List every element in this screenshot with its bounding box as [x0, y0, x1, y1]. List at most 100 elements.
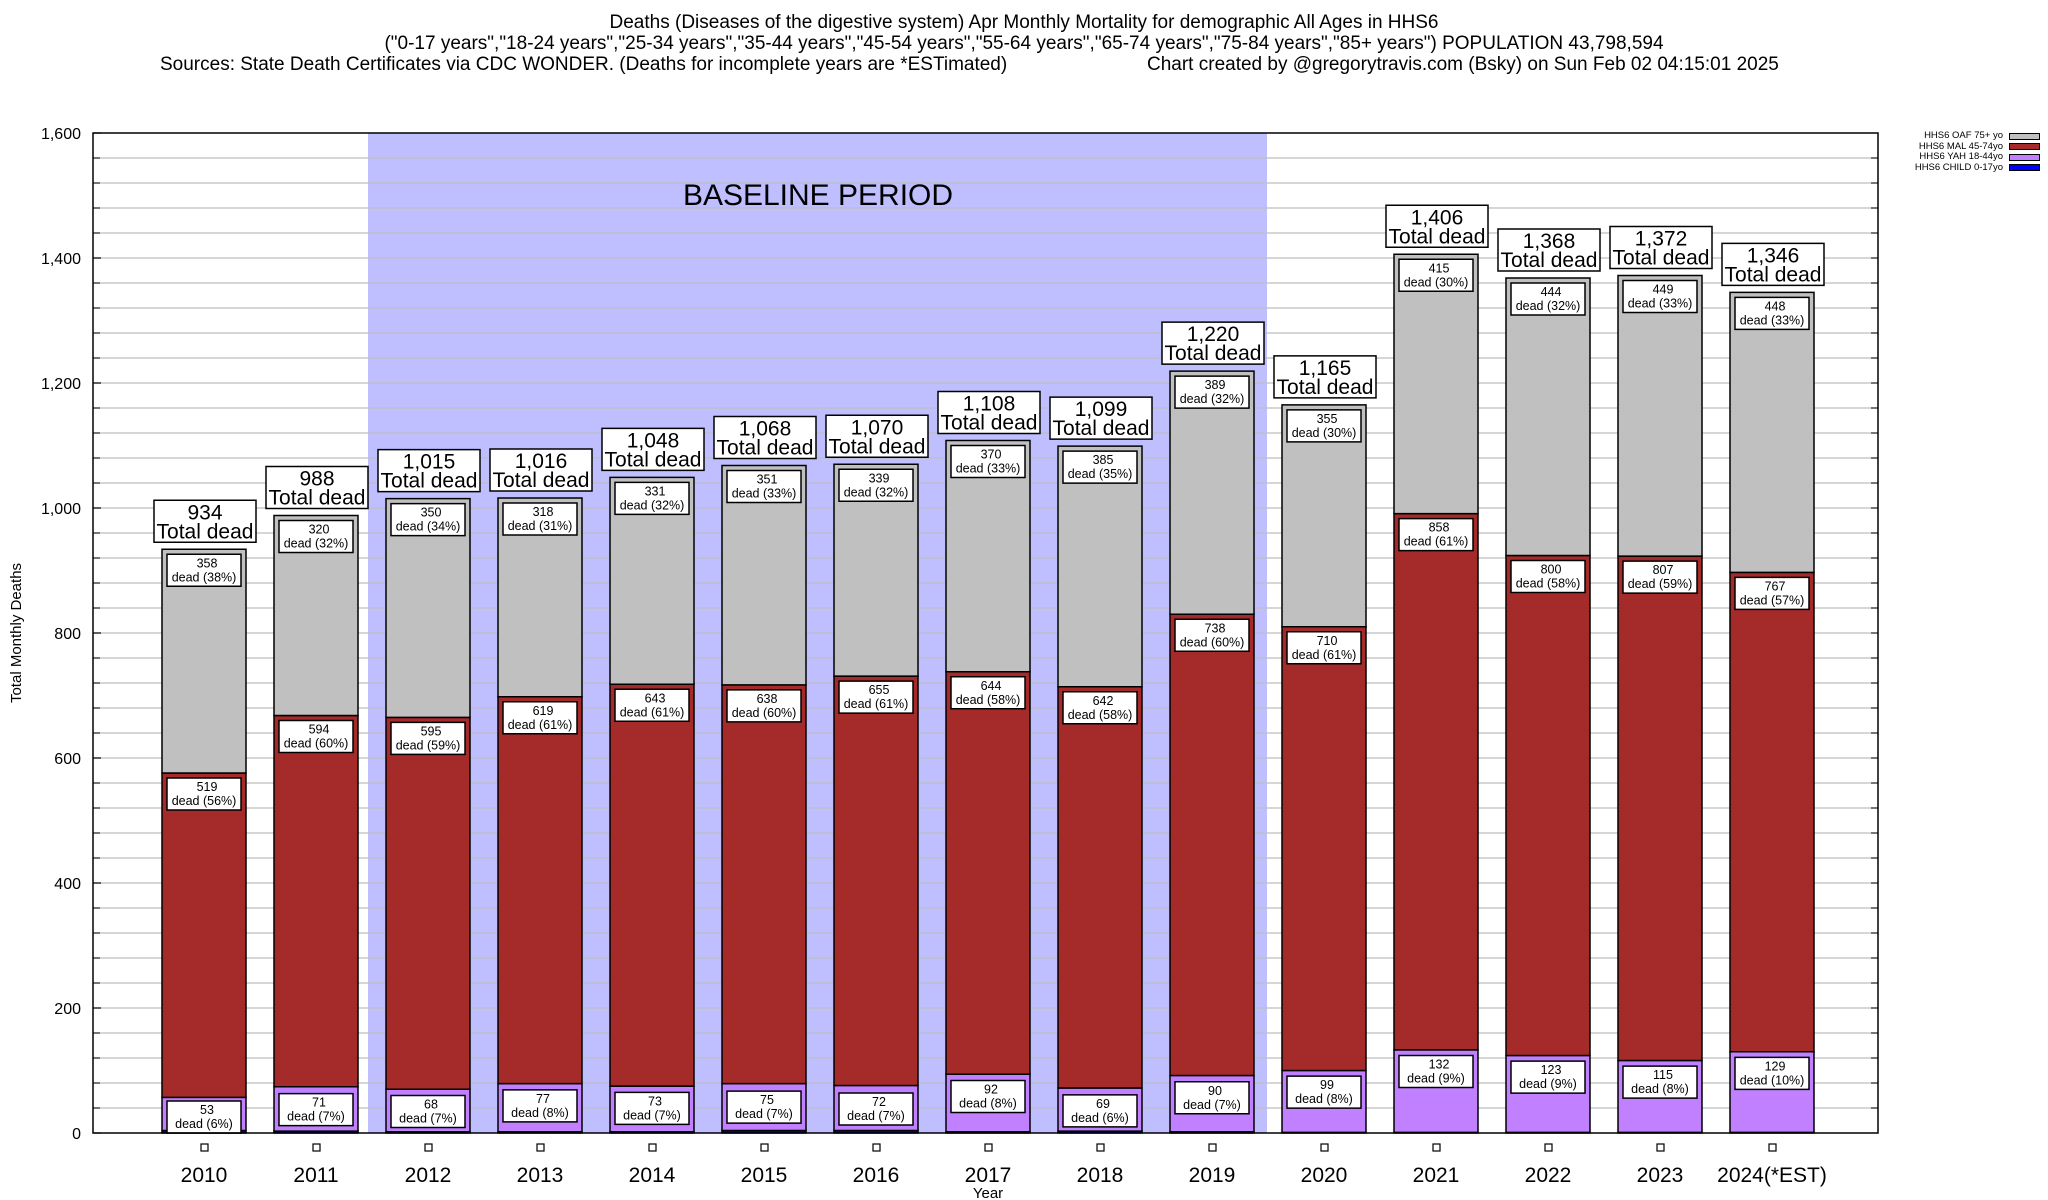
segment-label-box: [1734, 1056, 1810, 1091]
segment-percent-label: dead (9%): [1519, 1077, 1577, 1091]
segment-label-box: [1174, 618, 1250, 652]
x-tick-label: 2015: [741, 1164, 788, 1187]
segment-percent-label: dead (10%): [1740, 1073, 1805, 1087]
segment-label-box: [390, 502, 466, 537]
segment-value-label: 385: [1093, 453, 1114, 467]
chart-subtitle: ("0-17 years","18-24 years","25-34 years…: [384, 33, 1664, 54]
segment-percent-label: dead (59%): [1628, 577, 1693, 591]
segment-value-label: 594: [309, 723, 330, 737]
segment-value-label: 807: [1653, 563, 1674, 577]
total-label-box: [1273, 355, 1377, 399]
total-text-label: Total dead: [605, 448, 702, 471]
category-marker: [648, 1143, 657, 1152]
bar-segment: [945, 671, 1031, 1075]
x-tick-label: 2013: [517, 1164, 564, 1187]
category-marker: [984, 1143, 993, 1152]
segment-value-label: 132: [1429, 1058, 1450, 1072]
segment-label-box: [1286, 1075, 1362, 1109]
segment-value-label: 800: [1541, 563, 1562, 577]
total-text-label: Total dead: [157, 520, 254, 543]
segment-label-box: [1062, 1094, 1138, 1128]
segment-value-label: 320: [309, 523, 330, 537]
bar-segment: [1281, 626, 1367, 1072]
total-value-label: 934: [187, 501, 222, 524]
y-tick-label: 1,000: [41, 501, 81, 518]
segment-label-box: [726, 1090, 802, 1124]
segment-percent-label: dead (61%): [508, 718, 573, 732]
y-tick-label: 800: [54, 626, 81, 643]
bar-segment: [1617, 555, 1703, 1062]
segment-percent-label: dead (32%): [620, 498, 685, 512]
segment-value-label: 75: [760, 1093, 774, 1107]
x-axis-label: Year: [973, 1185, 1003, 1200]
segment-label-box: [1510, 282, 1586, 316]
segment-label-box: [726, 689, 802, 723]
legend-label: HHS6 MAL 45-74yo: [1918, 140, 2003, 152]
segment-value-label: 73: [648, 1094, 662, 1108]
segment-percent-label: dead (56%): [172, 794, 237, 808]
segment-percent-label: dead (33%): [956, 462, 1021, 476]
legend-label: HHS6 CHILD 0-17yo: [1914, 161, 2003, 173]
segment-value-label: 643: [645, 691, 666, 705]
total-text-label: Total dead: [1501, 249, 1598, 272]
segment-label-box: [166, 777, 242, 811]
total-value-label: 988: [299, 468, 334, 491]
segment-label-box: [1398, 258, 1474, 292]
segment-percent-label: dead (9%): [1407, 1072, 1465, 1086]
bar-segment: [1169, 613, 1255, 1077]
bar-segment: [161, 772, 247, 1099]
segment-value-label: 72: [872, 1095, 886, 1109]
segment-label-box: [614, 481, 690, 516]
segment-label-box: [614, 688, 690, 722]
segment-percent-label: dead (7%): [623, 1108, 681, 1122]
segment-value-label: 129: [1765, 1059, 1786, 1073]
bar-segment: [1393, 512, 1479, 1051]
segment-label-box: [838, 1092, 914, 1126]
x-tick-label: 2014: [629, 1164, 676, 1187]
segment-value-label: 642: [1093, 694, 1114, 708]
x-tick-label: 2011: [293, 1164, 338, 1187]
category-marker: [1208, 1143, 1217, 1152]
segment-percent-label: dead (60%): [1180, 635, 1245, 649]
segment-label-box: [726, 469, 802, 504]
segment-percent-label: dead (33%): [732, 487, 797, 501]
category-marker: [1320, 1143, 1329, 1152]
total-value-label: 1,068: [739, 418, 792, 441]
segment-label-box: [1174, 1081, 1250, 1115]
segment-value-label: 123: [1541, 1063, 1562, 1077]
total-value-label: 1,220: [1187, 323, 1240, 346]
bar-segment: [273, 714, 359, 1088]
segment-percent-label: dead (57%): [1740, 593, 1805, 607]
segment-label-box: [1734, 576, 1810, 611]
total-value-label: 1,165: [1299, 357, 1352, 380]
segment-label-box: [1062, 450, 1138, 484]
segment-value-label: 448: [1765, 299, 1786, 313]
x-tick-label: 2024(*EST): [1717, 1164, 1827, 1187]
segment-label-box: [838, 680, 914, 714]
category-marker: [424, 1143, 433, 1152]
legend-label: HHS6 OAF 75+ yo: [1924, 130, 2003, 141]
bar-segment: [1057, 445, 1143, 688]
baseline-period-label: BASELINE PERIOD: [683, 179, 953, 212]
segment-label-box: [950, 676, 1026, 710]
y-tick-label: 600: [54, 751, 81, 768]
segment-value-label: 638: [757, 692, 778, 706]
legend-entry: HHS6 MAL 45-74yo: [1915, 140, 2040, 153]
x-tick-label: 2022: [1525, 1164, 1572, 1187]
total-label-box: [1049, 396, 1153, 440]
category-marker: [872, 1143, 881, 1152]
category-marker: [760, 1143, 769, 1152]
total-value-label: 1,048: [627, 429, 680, 452]
segment-percent-label: dead (60%): [284, 737, 349, 751]
total-label-box: [1497, 228, 1601, 272]
bar-segment: [609, 683, 695, 1087]
segment-value-label: 519: [197, 780, 218, 794]
segment-percent-label: dead (32%): [1180, 392, 1245, 406]
segment-percent-label: dead (61%): [620, 705, 685, 719]
segment-percent-label: dead (61%): [1292, 648, 1357, 662]
bar-segment: [1617, 274, 1703, 557]
segment-percent-label: dead (32%): [284, 537, 349, 551]
total-value-label: 1,372: [1635, 228, 1688, 251]
total-label-box: [1721, 242, 1825, 287]
segment-label-box: [502, 1089, 578, 1123]
